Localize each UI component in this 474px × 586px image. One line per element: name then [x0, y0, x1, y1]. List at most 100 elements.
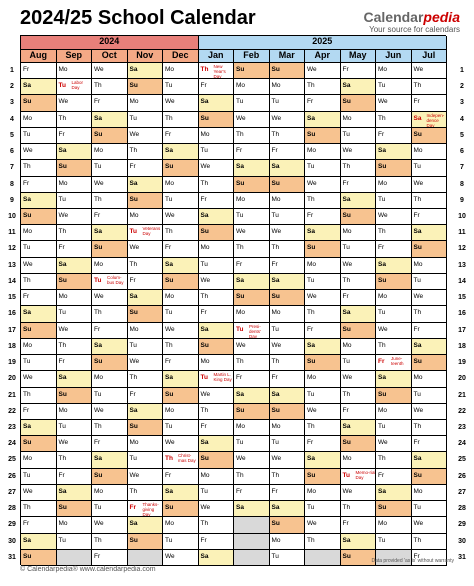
day-cell: Mo — [340, 338, 376, 356]
day-number: 27 — [458, 488, 466, 496]
weekday-label: Th — [23, 163, 31, 171]
weekday-label: Su — [378, 504, 387, 512]
day-cell: Sa — [163, 257, 199, 274]
day-cell: Th — [411, 192, 447, 210]
day-cell: Sa — [21, 533, 57, 550]
weekday-label: Fr — [58, 130, 65, 138]
weekday-label: Su — [307, 130, 316, 138]
day-cell: Fr — [56, 355, 92, 372]
weekday-label: Mo — [165, 179, 175, 187]
weekday-label: Sa — [307, 114, 315, 122]
weekday-label: Sa — [307, 341, 315, 349]
weekday-label: Su — [236, 179, 245, 187]
weekday-label: We — [165, 325, 175, 333]
day-cell: We — [234, 111, 270, 128]
weekday-label: Sa — [236, 390, 244, 398]
day-cell: Th — [411, 306, 447, 323]
day-cell: Tu — [163, 79, 199, 96]
weekday-label: Su — [129, 195, 138, 203]
day-number: 12 — [8, 245, 16, 253]
day-cell: Tu — [92, 501, 128, 518]
day-cell: Su — [127, 306, 163, 323]
day-cell: Th — [411, 419, 447, 437]
day-cell: Fr — [198, 192, 234, 210]
weekday-label: Tu — [58, 536, 66, 544]
day-cell: Sa — [21, 192, 57, 210]
weekday-label: Mo — [236, 309, 246, 317]
weekday-label: Tu — [342, 358, 350, 366]
day-number: 1 — [460, 67, 464, 74]
weekday-label: Th — [342, 276, 351, 284]
day-cell: Th — [269, 127, 305, 145]
day-cell: Su — [127, 419, 163, 437]
weekday-label: Mo — [58, 66, 68, 73]
weekday-label: Fr — [94, 552, 101, 560]
day-number: 17 — [8, 326, 16, 334]
day-cell: Th — [411, 533, 447, 550]
weekday-label: Su — [342, 439, 351, 447]
day-cell: Fr — [305, 436, 341, 453]
day-cell: Sa — [56, 371, 92, 388]
day-cell: Tu — [198, 257, 234, 274]
weekday-label: Tu — [413, 163, 421, 171]
weekday-label: Sa — [200, 212, 209, 220]
day-cell: Su — [56, 387, 92, 404]
weekday-label: Mo — [129, 212, 139, 220]
day-cell: Tu — [340, 355, 376, 372]
day-cell: Mo — [376, 176, 412, 193]
holiday-cell: Th New Year's Day — [198, 63, 234, 80]
weekday-label: Sa — [94, 114, 102, 122]
day-cell: Su — [340, 436, 376, 453]
day-cell: Mo — [269, 533, 305, 550]
weekday-label: Sa — [342, 536, 351, 544]
weekday-label: Sa — [413, 228, 422, 236]
day-cell: Fr — [411, 209, 447, 226]
day-cell: Mo — [305, 144, 341, 161]
day-cell: Th — [92, 306, 128, 323]
day-number: 11 — [458, 229, 466, 237]
day-cell: We — [411, 517, 447, 534]
day-cell: Mo — [376, 63, 412, 80]
day-cell: Tu — [234, 95, 270, 112]
weekday-label: Fr — [58, 244, 65, 252]
day-cell: Sa — [92, 452, 128, 469]
weekday-label: Tu — [307, 504, 315, 512]
day-cell: We — [56, 322, 92, 339]
day-cell: Th — [92, 79, 128, 96]
day-cell: Sa — [340, 419, 376, 437]
weekday-label: Fr — [307, 98, 314, 106]
weekday-label: Mo — [165, 520, 175, 528]
day-cell: Mo — [269, 419, 305, 437]
weekday-label: Su — [165, 276, 174, 284]
day-cell: We — [376, 322, 412, 339]
day-number: 9 — [10, 196, 14, 204]
day-cell: Mo — [163, 403, 199, 420]
day-cell: Tu — [376, 533, 412, 550]
day-cell: We — [21, 484, 57, 502]
day-cell: Tu — [269, 322, 305, 339]
day-cell: Su — [376, 273, 412, 291]
day-cell: Mo — [21, 452, 57, 469]
day-cell: Sa — [198, 209, 234, 226]
day-cell: Tu — [163, 419, 199, 437]
weekday-label: Su — [271, 179, 280, 187]
weekday-label: Sa — [58, 147, 67, 155]
weekday-label: Th — [271, 244, 280, 252]
month-header: Aug — [21, 50, 57, 63]
holiday-name: Veterans Day — [142, 226, 161, 237]
weekday-label: Mo — [200, 471, 210, 479]
day-cell: Fr — [198, 419, 234, 437]
weekday-label: Fr — [413, 212, 420, 220]
weekday-label: We — [307, 179, 317, 187]
weekday-label: Tu — [23, 471, 31, 479]
weekday-label: Mo — [271, 195, 281, 203]
weekday-label: We — [23, 374, 33, 382]
day-number: 30 — [8, 537, 16, 545]
day-cell: Su — [305, 241, 341, 258]
weekday-label: Mo — [378, 293, 388, 301]
brand-accent: pedia — [423, 9, 460, 25]
day-cell: Su — [305, 468, 341, 485]
day-cell: Tu — [56, 419, 92, 437]
day-cell: We — [376, 436, 412, 453]
weekday-label: Fr — [271, 487, 278, 495]
